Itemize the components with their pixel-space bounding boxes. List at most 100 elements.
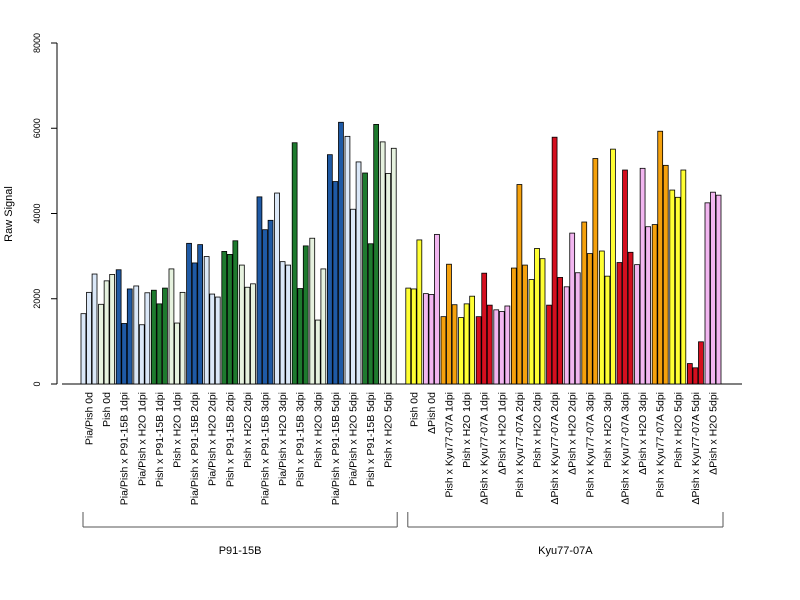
- bar: [510, 267, 517, 385]
- x-tick-label: ΔPish x H2O 2dpi: [567, 392, 579, 475]
- bar: [522, 264, 528, 385]
- x-tick-label: Pish x P91-15B 1dpi: [154, 392, 166, 487]
- x-tick-label: ΔPish x Kyu77-07A 5dpi: [690, 392, 702, 505]
- bar: [557, 277, 564, 385]
- bar: [144, 292, 151, 385]
- bar: [126, 288, 133, 385]
- bar: [710, 191, 716, 385]
- x-tick-label: Pish x Kyu77-07A 1dpi: [444, 392, 456, 498]
- bar: [627, 251, 634, 385]
- bar: [238, 264, 245, 385]
- x-tick-label: ΔPish x H2O 1dpi: [496, 392, 508, 475]
- bar: [232, 240, 239, 385]
- x-tick-label: Pish x Kyu77-07A 3dpi: [584, 392, 596, 498]
- bar: [197, 244, 203, 385]
- bar: [103, 280, 110, 385]
- bar: [279, 261, 286, 385]
- x-tick-label: Pish x H2O 1dpi: [172, 392, 184, 468]
- x-tick-labels: Pia/Pish 0d Pish 0d Pia/Pish x P91-15B 1dp…: [84, 392, 720, 505]
- bar: [674, 196, 681, 385]
- bar: [516, 184, 523, 385]
- bar: [422, 293, 429, 385]
- bar: [274, 192, 280, 385]
- bar: [551, 136, 558, 385]
- bar: [179, 291, 186, 385]
- x-tick-label: Pia/Pish x P91-15B 5dpi: [330, 392, 342, 505]
- bar: [344, 135, 351, 385]
- x-tick-label: Pish x H2O 5dpi: [672, 392, 684, 468]
- bar: [634, 264, 640, 385]
- bar: [410, 288, 417, 385]
- bar: [332, 181, 339, 385]
- bars: [80, 121, 722, 385]
- bar: [326, 154, 333, 385]
- x-tick-label: Pish x P91-15B 5dpi: [365, 392, 377, 487]
- bar: [86, 291, 92, 385]
- bar: [698, 341, 704, 385]
- bar: [191, 262, 198, 385]
- bar: [156, 303, 163, 385]
- y-tick-label: 6000: [32, 118, 42, 138]
- bar: [586, 253, 593, 385]
- x-tick-label: Pia/Pish x H2O 2dpi: [207, 392, 219, 486]
- bar: [285, 264, 292, 385]
- x-tick-label: Pia/Pish x P91-15B 2dpi: [189, 392, 201, 505]
- x-tick-label: Pish x H2O 5dpi: [383, 392, 395, 468]
- bar: [355, 161, 362, 385]
- bar: [150, 289, 157, 385]
- x-tick-label: Pish x H2O 2dpi: [242, 392, 254, 468]
- x-tick-label: Pish 0d: [101, 392, 113, 427]
- x-tick-label: Pia/Pish x P91-15B 1dpi: [119, 392, 131, 505]
- group-label: Kyu77-07A: [538, 545, 593, 557]
- bar: [373, 124, 380, 385]
- bar: [645, 226, 652, 385]
- bar: [80, 313, 87, 385]
- x-tick-label: ΔPish x Kyu77-07A 3dpi: [620, 392, 632, 505]
- x-tick-label: Pia/Pish x P91-15B 3dpi: [260, 392, 272, 505]
- bar: [592, 158, 599, 385]
- bar: [174, 322, 180, 385]
- bar: [574, 272, 581, 385]
- bar: [622, 169, 628, 385]
- bar: [528, 279, 535, 385]
- group-brackets: P91-15B Kyu77-07A: [82, 512, 724, 557]
- bar: [504, 305, 511, 385]
- bar: [256, 196, 263, 385]
- x-tick-label: Pish x H2O 1dpi: [461, 392, 473, 468]
- bar: [302, 245, 309, 385]
- bar: [385, 173, 392, 385]
- bar: [91, 273, 98, 385]
- bar: [669, 189, 676, 385]
- bar: [362, 172, 368, 385]
- bar: [581, 221, 588, 385]
- x-tick-label: ΔPish x H2O 5dpi: [708, 392, 720, 475]
- bar: [692, 367, 699, 385]
- bar: [687, 363, 693, 385]
- group-label: P91-15B: [219, 545, 262, 557]
- bar: [599, 250, 605, 385]
- bar: [428, 294, 435, 385]
- y-tick-label: 4000: [32, 203, 42, 223]
- y-tick-label: 0: [32, 381, 42, 386]
- x-tick-label: Pia/Pish x H2O 3dpi: [277, 392, 289, 486]
- bar: [493, 309, 500, 385]
- bar: [475, 316, 482, 385]
- bar: [168, 268, 175, 385]
- y-tick-label: 8000: [32, 33, 42, 53]
- x-tick-label: ΔPish x H2O 3dpi: [637, 392, 649, 475]
- x-tick-label: ΔPish 0d: [426, 392, 438, 434]
- bar: [291, 142, 298, 385]
- bar: [350, 208, 356, 385]
- x-tick-label: Pia/Pish x H2O 1dpi: [136, 392, 148, 486]
- bar: [367, 243, 374, 385]
- bar: [539, 258, 546, 385]
- bar: [662, 164, 669, 385]
- bar: [162, 287, 168, 385]
- x-tick-label: Pish x Kyu77-07A 2dpi: [514, 392, 526, 498]
- bar: [639, 167, 646, 385]
- bar: [616, 262, 623, 385]
- bar: [481, 272, 488, 385]
- bar: [546, 304, 552, 385]
- bar: [309, 237, 316, 385]
